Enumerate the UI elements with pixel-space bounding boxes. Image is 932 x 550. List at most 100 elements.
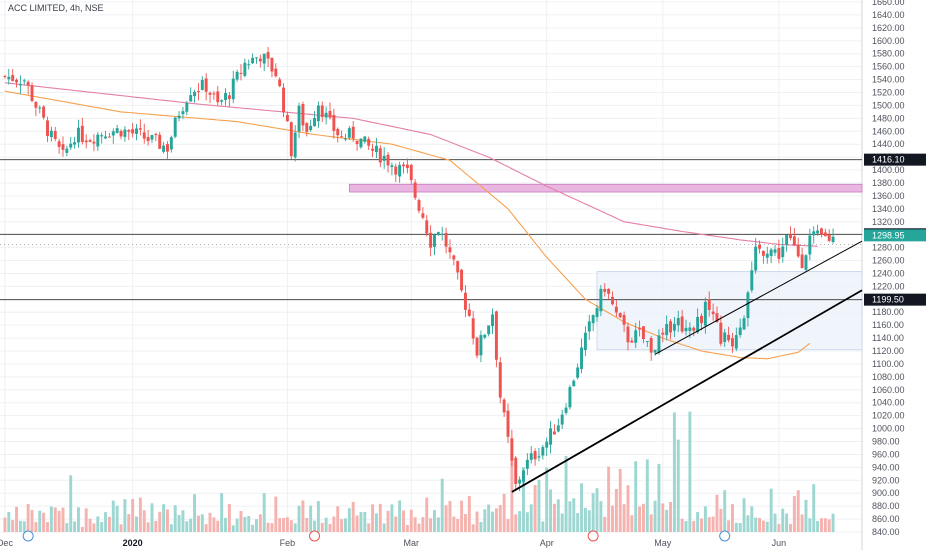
candle-body bbox=[88, 140, 92, 142]
volume-bar bbox=[123, 499, 127, 532]
candle-body bbox=[107, 136, 111, 138]
y-tick-label: 1640.00 bbox=[872, 10, 905, 20]
y-tick-label: 1500.00 bbox=[872, 100, 905, 110]
volume-bar bbox=[328, 523, 332, 532]
volume-bar bbox=[684, 521, 688, 532]
volume-bar bbox=[88, 518, 92, 532]
candle-body bbox=[239, 72, 243, 74]
candle-body bbox=[719, 322, 723, 344]
volume-bar bbox=[618, 468, 622, 532]
time-axis[interactable]: Dec 2020 Feb Mar Apr May Jun bbox=[0, 538, 786, 548]
volume-bar bbox=[162, 504, 166, 532]
chart-title: ACC LIMITED, 4h, NSE bbox=[8, 3, 104, 13]
candle-body bbox=[510, 438, 514, 461]
candle-body bbox=[11, 75, 15, 81]
volume-bar bbox=[224, 517, 227, 532]
candle-body bbox=[301, 103, 305, 126]
candle-body bbox=[185, 102, 189, 112]
volume-bar bbox=[417, 523, 421, 532]
volume-bar bbox=[235, 518, 239, 532]
volume-bar bbox=[552, 503, 556, 532]
candle-body bbox=[494, 311, 498, 360]
candle-body bbox=[823, 232, 827, 237]
candle-body bbox=[119, 130, 123, 137]
volume-bar bbox=[38, 510, 42, 532]
candle-body bbox=[537, 456, 541, 458]
candle-body bbox=[576, 367, 580, 378]
candle-body bbox=[626, 326, 630, 343]
volume-bar bbox=[231, 525, 235, 532]
candle-body bbox=[792, 236, 796, 246]
candle-body bbox=[332, 114, 336, 131]
volume-bar bbox=[545, 467, 549, 532]
volume-bar bbox=[390, 504, 394, 532]
volume-bar bbox=[467, 495, 471, 532]
candle-body bbox=[448, 247, 452, 253]
volume-bar bbox=[22, 521, 26, 532]
candle-body bbox=[165, 144, 169, 152]
volume-bar bbox=[57, 510, 61, 532]
trendlines bbox=[511, 240, 863, 493]
y-tick-label: 960.00 bbox=[872, 449, 900, 459]
candle-body bbox=[162, 145, 166, 152]
volume-bar bbox=[703, 506, 707, 532]
candle-body bbox=[3, 75, 7, 77]
candle-body bbox=[363, 136, 367, 142]
volume-bar bbox=[723, 490, 727, 532]
volume-bar bbox=[104, 512, 108, 532]
volume-bar bbox=[378, 503, 382, 532]
candle-body bbox=[212, 93, 216, 95]
y-tick-label: 1080.00 bbox=[872, 372, 905, 382]
volume-bar bbox=[522, 466, 525, 532]
volume-bar bbox=[657, 463, 661, 532]
y-tick-label: 980.00 bbox=[872, 437, 900, 447]
volume-bar bbox=[158, 511, 162, 532]
candle-body bbox=[429, 232, 433, 248]
volume-bar bbox=[127, 514, 131, 532]
volume-bar bbox=[715, 494, 719, 532]
candle-body bbox=[92, 141, 96, 144]
candle-body bbox=[266, 52, 270, 59]
candle-body bbox=[471, 318, 475, 339]
volume-bar bbox=[212, 517, 216, 532]
candle-body bbox=[467, 309, 471, 316]
volume-bar bbox=[189, 518, 193, 532]
volume-bar bbox=[525, 512, 529, 532]
candle-body bbox=[684, 327, 688, 332]
candle-body bbox=[769, 249, 773, 257]
candle-body bbox=[734, 335, 738, 349]
candle-body bbox=[49, 130, 53, 138]
volume-bar bbox=[320, 522, 324, 532]
volume-bar bbox=[831, 513, 835, 532]
candle-body bbox=[773, 249, 777, 253]
volume-bar bbox=[278, 518, 282, 532]
volume-bar bbox=[649, 514, 653, 532]
candle-body bbox=[514, 457, 518, 485]
candle-body bbox=[800, 254, 804, 269]
candle-body bbox=[661, 332, 665, 335]
trendline bbox=[654, 240, 863, 355]
volume-bar bbox=[603, 516, 607, 532]
volume-bar bbox=[313, 520, 316, 532]
volume-bar bbox=[777, 524, 781, 532]
volume-bar bbox=[641, 503, 645, 532]
volume-bar bbox=[607, 466, 611, 532]
volume-bar bbox=[154, 520, 158, 532]
candle-body bbox=[22, 80, 26, 82]
candle-body bbox=[715, 313, 719, 323]
y-tick-label: 1000.00 bbox=[872, 424, 905, 434]
volume-bar bbox=[49, 506, 53, 532]
volume-bar bbox=[816, 521, 820, 532]
volume-bar bbox=[804, 499, 808, 532]
candle-body bbox=[580, 347, 584, 369]
candle-body bbox=[7, 76, 11, 80]
volume-bar bbox=[76, 507, 80, 532]
volume-bar bbox=[227, 503, 231, 532]
volume-bar bbox=[363, 512, 367, 532]
price-axis[interactable]: 1660.00 1640.00 1620.00 1600.00 1580.00 1560.… bbox=[872, 0, 905, 537]
volume-bar bbox=[344, 518, 347, 532]
candle-body bbox=[274, 68, 278, 77]
volume-bar bbox=[173, 505, 177, 532]
candle-body bbox=[641, 326, 645, 340]
